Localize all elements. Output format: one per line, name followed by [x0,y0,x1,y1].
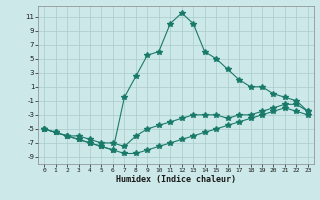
X-axis label: Humidex (Indice chaleur): Humidex (Indice chaleur) [116,175,236,184]
